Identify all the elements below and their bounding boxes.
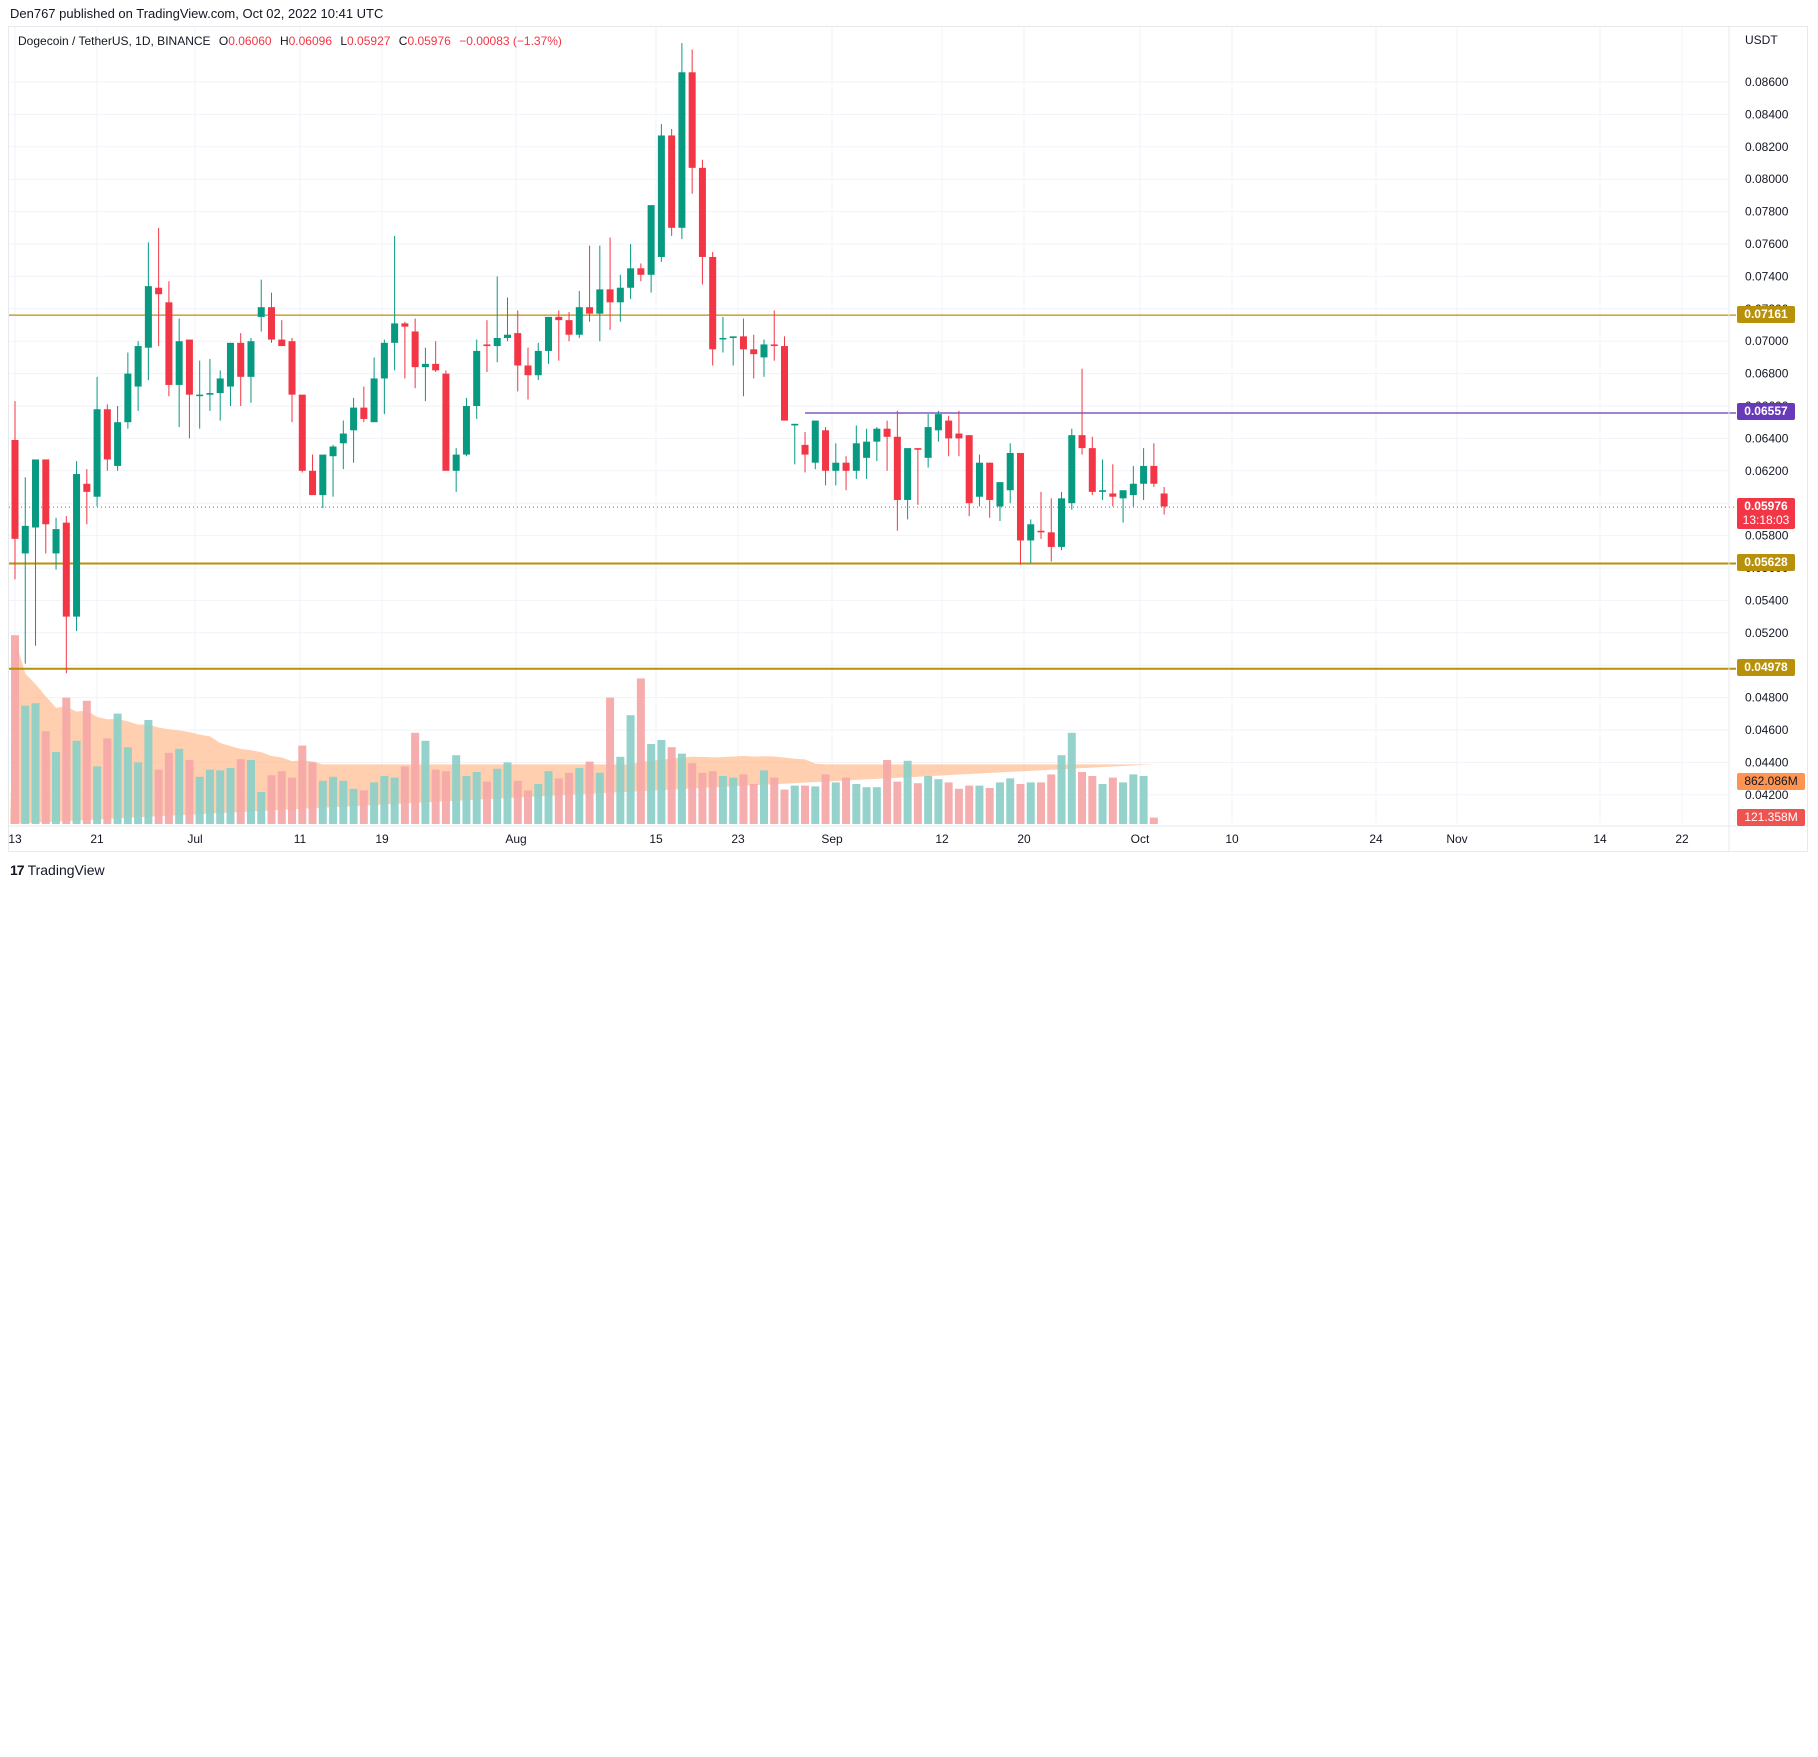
current-price-tag: 0.05976 13:18:03 [1737,498,1795,529]
volume-bars [11,635,1158,824]
time-tick: Aug [505,832,526,846]
time-tick: 14 [1593,832,1607,846]
volume-tag: 121.358M [1737,809,1805,826]
time-tick: Jul [187,832,202,846]
price-tick: 0.08400 [1745,107,1789,121]
price-tick: 0.08000 [1745,172,1789,186]
time-tick: 23 [731,832,745,846]
high-value: 0.06096 [288,34,333,48]
time-tick: 19 [375,832,389,846]
price-tick: 0.08600 [1745,75,1789,89]
volume-ma-tag: 862.086M [1737,773,1805,790]
level-tag-065: 0.06557 [1737,403,1795,420]
time-tick: 22 [1675,832,1689,846]
price-tick: 0.07800 [1745,205,1789,219]
tradingview-logo-icon: 17 [10,862,25,878]
time-tick: 24 [1369,832,1383,846]
time-tick: Oct [1131,832,1150,846]
price-tick: 0.04400 [1745,755,1789,769]
price-axis[interactable]: 0.08600 0.08400 0.08200 0.08000 0.07800 0.076… [1728,27,1789,851]
price-tick: 0.05200 [1745,626,1789,640]
time-tick: 10 [1225,832,1239,846]
low-value: 0.05927 [347,34,391,48]
high-label: H [279,34,289,48]
level-tag-071: 0.07161 [1737,306,1795,323]
candle-countdown: 13:18:03 [1742,513,1790,527]
open-label: O [218,34,229,48]
currency-label: USDT [1745,33,1778,47]
low-label: L [340,34,348,48]
open-value: 0.06060 [228,34,272,48]
price-tick: 0.06400 [1745,431,1789,445]
level-tag-056: 0.05628 [1737,554,1795,571]
time-tick: 13 [8,832,22,846]
price-tick: 0.08200 [1745,140,1789,154]
price-tick: 0.07600 [1745,237,1789,251]
time-tick: 11 [294,832,307,846]
price-tick: 0.07000 [1745,334,1789,348]
time-axis[interactable]: 13 21 Jul 11 19 Aug 15 23 Sep 12 20 Oct 10 24 Nov 14 22 [8,825,1807,846]
publisher-caption: Den767 published on TradingView.com, Oct… [10,6,384,21]
price-tick: 0.07400 [1745,269,1789,283]
time-tick: 20 [1017,832,1031,846]
level-tag-049: 0.04978 [1737,659,1795,676]
grid-lines [9,27,1728,823]
time-tick: Nov [1446,832,1467,846]
close-label: C [398,34,408,48]
candles [11,43,1168,674]
time-tick: 21 [90,832,104,846]
price-tick: 0.04800 [1745,691,1789,705]
change-value: −0.00083 (−1.37%) [459,34,562,48]
brand-name: TradingView [27,862,105,878]
price-tick: 0.06200 [1745,464,1789,478]
time-tick: Sep [821,832,843,846]
time-tick: 15 [649,832,663,846]
price-tick: 0.06800 [1745,367,1789,381]
symbol-legend: Dogecoin / TetherUS, 1D, BINANCE O0.0606… [18,34,562,48]
tradingview-logo[interactable]: 17 TradingView [10,862,105,878]
currency-label [1737,1740,1795,1757]
symbol-title: Dogecoin / TetherUS, 1D, BINANCE [18,34,211,48]
price-tick: 0.04200 [1745,788,1789,802]
candlestick-chart[interactable]: 0.08600 0.08400 0.08200 0.08000 0.07800 0.076… [0,0,1818,888]
price-tick: 0.04600 [1745,723,1789,737]
horizontal-levels[interactable] [9,314,1736,670]
time-tick: 12 [935,832,949,846]
price-tick: 0.05800 [1745,529,1789,543]
current-price: 0.05976 [1744,499,1788,513]
close-value: 0.05976 [407,34,451,48]
price-tick: 0.05400 [1745,593,1789,607]
chart-frame[interactable] [8,26,1808,852]
